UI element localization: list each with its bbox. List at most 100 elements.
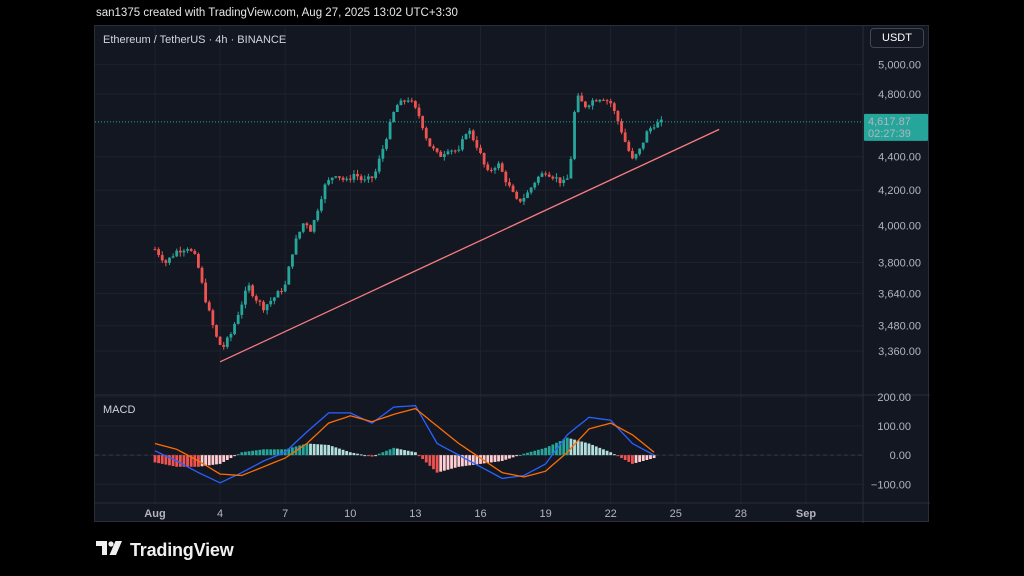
candle (428, 138, 432, 147)
candle (612, 101, 616, 115)
footer-logo[interactable]: TradingView (96, 540, 234, 561)
macd-histogram-bar (609, 452, 613, 456)
candle-body (583, 101, 587, 108)
macd-histogram-bar (410, 451, 414, 456)
candle (580, 92, 584, 102)
candle-body (182, 250, 186, 253)
macd-histogram-bar (616, 455, 620, 457)
macd-histogram-bar (229, 455, 233, 459)
candle-body (244, 290, 247, 305)
time-axis-label: 16 (474, 508, 486, 520)
candle (645, 130, 649, 143)
macd-histogram-bar (215, 455, 218, 465)
candle-body (403, 100, 406, 102)
candle (598, 99, 602, 103)
candle-body (591, 100, 595, 106)
chart-attribution-header: san1375 created with TradingView.com, Au… (96, 7, 458, 19)
candle (233, 322, 236, 336)
candle-body (189, 249, 193, 251)
candle (269, 297, 273, 307)
price-axis-label: 5,000.00 (878, 60, 921, 72)
candle-body (312, 220, 316, 232)
candle-body (323, 184, 327, 200)
candle-body (453, 150, 457, 152)
candle (291, 254, 294, 269)
macd-histogram-bar (573, 439, 576, 456)
macd-histogram-bar (244, 451, 247, 456)
candle (240, 301, 244, 319)
macd-histogram-bar (446, 455, 450, 470)
candle (656, 119, 660, 128)
candle (207, 300, 211, 312)
candle-body (479, 147, 482, 153)
candle-body (616, 111, 620, 122)
macd-histogram-bar (381, 452, 385, 456)
candle-body (370, 176, 374, 178)
candle-body (254, 296, 258, 301)
macd-histogram-bar (319, 444, 323, 456)
candle-body (309, 225, 312, 232)
candle (533, 181, 537, 190)
candle (421, 115, 425, 131)
candle (410, 97, 414, 103)
candle (627, 139, 631, 152)
candle (652, 124, 656, 131)
last-price-value: 4,617.87 (868, 116, 911, 128)
macd-histogram-bar (258, 449, 262, 456)
macd-histogram-bar (526, 452, 529, 456)
candle (450, 149, 453, 155)
candle-body (345, 178, 349, 180)
candle (193, 249, 197, 255)
candle-body (287, 266, 291, 285)
macd-histogram-bar (338, 448, 341, 456)
candle (558, 177, 562, 187)
macd-histogram-bar (276, 449, 280, 456)
macd-axis-label: 100.00 (877, 421, 911, 433)
macd-histogram-bar (291, 447, 294, 456)
macd-histogram-bar (153, 455, 157, 463)
macd-histogram-bar (374, 455, 378, 457)
macd-histogram-bar (605, 450, 609, 456)
candle (482, 152, 486, 168)
candle (254, 294, 258, 304)
price-axis-label: 3,360.00 (878, 346, 921, 358)
candle-body (305, 223, 309, 226)
macd-histogram-bar (522, 453, 526, 456)
candle (457, 145, 461, 153)
candle (280, 288, 283, 295)
macd-histogram-bar (627, 455, 631, 462)
candles (153, 92, 663, 350)
candle (573, 110, 576, 161)
candle (623, 128, 627, 143)
macd-histogram-bar (421, 455, 425, 460)
macd-histogram-bar (414, 452, 417, 456)
candle-body (627, 141, 631, 151)
macd-histogram-bar (388, 449, 392, 456)
candle-body (301, 223, 305, 232)
macd-histogram-bar (359, 454, 363, 456)
macd-histogram-bar (511, 455, 515, 458)
candle (204, 278, 208, 304)
macd-histogram-bar (240, 452, 244, 456)
candle-body (330, 177, 334, 181)
candle-body (540, 173, 544, 177)
macd-histogram-bar (424, 455, 428, 463)
macd-histogram-bar (486, 455, 490, 463)
macd-histogram-bar (301, 444, 305, 456)
currency-button[interactable]: USDT (870, 28, 924, 48)
candle-body (558, 177, 562, 184)
price-axis-label: 3,640.00 (878, 288, 921, 300)
candle (659, 116, 663, 127)
chart-frame[interactable]: 5,000.00 4,800.00 4,400.00 4,200.00 4,000.00… (94, 25, 930, 523)
candle (197, 252, 200, 269)
macd-histogram-bar (204, 455, 208, 466)
macd-histogram-bar (587, 443, 591, 456)
candle-body (432, 146, 435, 149)
candle (417, 103, 421, 119)
candle (283, 280, 287, 293)
candle-body (551, 176, 555, 179)
macd-histogram-bar (558, 441, 562, 456)
candle-body (656, 122, 660, 128)
chart-canvas[interactable]: 5,000.00 4,800.00 4,400.00 4,200.00 4,000.00… (95, 26, 930, 523)
macd-histogram-bar (493, 455, 497, 462)
